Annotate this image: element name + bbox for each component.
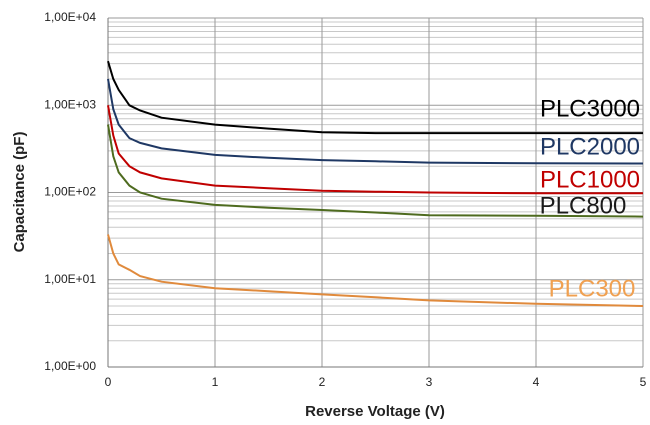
y-tick-label: 1,00E+01	[44, 272, 96, 286]
y-axis-title: Capacitance (pF)	[11, 132, 28, 253]
series-label: PLC800	[540, 192, 627, 219]
series-label: PLC300	[549, 275, 636, 302]
series-line	[107, 105, 643, 195]
y-tick-label: 1,00E+00	[44, 359, 96, 373]
series-label: PLC3000	[540, 95, 640, 122]
series-line	[107, 60, 643, 135]
x-tick-label: 5	[640, 375, 647, 389]
x-tick-label: 0	[105, 375, 112, 389]
y-tick-label: 1,00E+03	[44, 97, 96, 111]
y-tick-label: 1,00E+04	[44, 10, 96, 24]
x-axis-title: Reverse Voltage (V)	[305, 403, 445, 420]
x-tick-label: 4	[533, 375, 540, 389]
y-tick-label: 1,00E+02	[44, 185, 96, 199]
x-tick-label: 1	[212, 375, 219, 389]
series-label: PLC2000	[540, 133, 640, 160]
x-tick-label: 2	[319, 375, 326, 389]
series-line	[107, 234, 644, 307]
series-line	[107, 78, 644, 165]
x-tick-label: 3	[426, 375, 433, 389]
series-label: PLC1000	[540, 166, 640, 193]
series-line	[107, 124, 644, 218]
